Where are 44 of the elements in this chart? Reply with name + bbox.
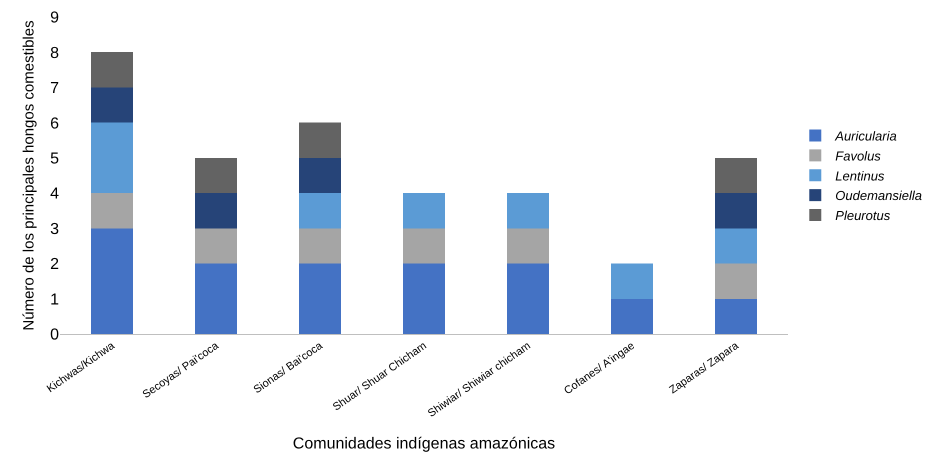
bar xyxy=(195,158,237,194)
bar xyxy=(91,52,133,88)
bar xyxy=(403,228,445,264)
y-tick-label: 1 xyxy=(50,291,60,308)
bar xyxy=(403,264,445,334)
bar xyxy=(507,193,549,228)
bar xyxy=(91,228,133,334)
bar xyxy=(715,193,757,228)
y-tick-label: 9 xyxy=(50,10,60,27)
legend-label: Auricularia xyxy=(834,128,897,144)
bar xyxy=(507,228,549,264)
legend-label: Lentinus xyxy=(835,168,885,184)
y-tick-label: 0 xyxy=(50,326,60,344)
bar xyxy=(611,264,653,299)
y-tick-label: 6 xyxy=(50,115,60,132)
y-tick-label: 2 xyxy=(50,256,60,274)
bar xyxy=(91,87,133,123)
y-tick-label: 8 xyxy=(50,44,60,62)
bar xyxy=(299,122,341,158)
bar xyxy=(715,298,757,334)
bar xyxy=(715,264,757,299)
x-axis-title: Comunidades indígenas amazónicas xyxy=(292,435,556,452)
bar xyxy=(611,298,653,334)
bar xyxy=(403,193,445,228)
bar xyxy=(195,228,237,264)
legend-label: Oudemansiella xyxy=(835,188,922,204)
bar xyxy=(715,228,757,264)
bar xyxy=(507,264,549,334)
y-tick-label: 7 xyxy=(50,80,60,98)
y-tick-label: 4 xyxy=(50,186,60,203)
legend-label: Favolus xyxy=(835,148,882,164)
bar xyxy=(91,193,133,228)
bar xyxy=(715,158,757,194)
y-tick-label: 3 xyxy=(50,220,60,238)
bar xyxy=(195,264,237,334)
bar xyxy=(91,122,133,194)
bar xyxy=(299,158,341,194)
y-axis-title: Número de los principales hongos comestibles xyxy=(20,20,38,331)
bar xyxy=(195,193,237,228)
bar xyxy=(299,264,341,334)
y-tick-label: 5 xyxy=(50,150,60,168)
bar xyxy=(299,193,341,228)
bar xyxy=(299,228,341,264)
legend-label: Pleurotus xyxy=(835,208,891,224)
